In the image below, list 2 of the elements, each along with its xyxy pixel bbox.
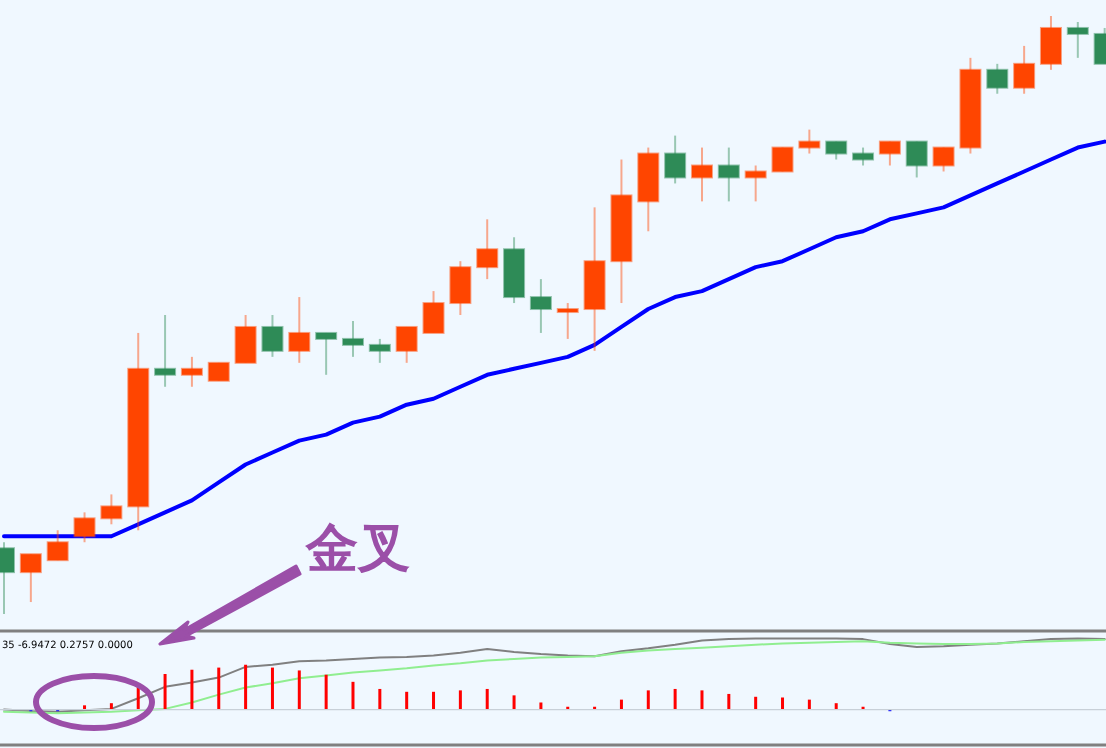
annotation: 金叉: [304, 520, 410, 580]
candlestick: [771, 146, 794, 173]
